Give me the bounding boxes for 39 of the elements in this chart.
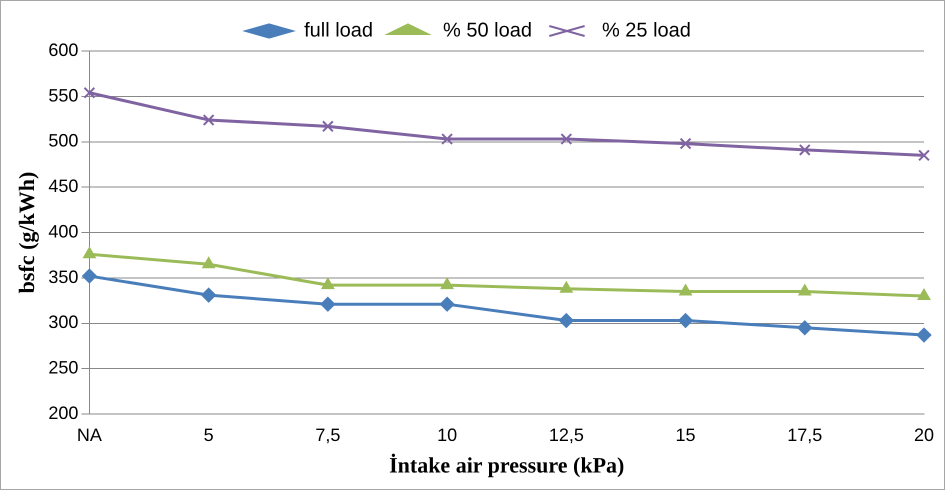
- point: [320, 296, 336, 312]
- y-tick-label: 500: [48, 130, 78, 151]
- legend-label: % 50 load: [443, 20, 532, 42]
- y-tick-label: 400: [48, 221, 78, 242]
- point: [678, 313, 694, 328]
- x-tick-label: 17,5: [787, 424, 822, 445]
- y-axis-title: bsfc (g/kWh): [14, 172, 39, 294]
- y-tick-label: 200: [48, 402, 78, 423]
- y-tick-label: 300: [48, 312, 78, 332]
- point: [917, 288, 931, 300]
- point: [322, 120, 334, 132]
- y-tick-label: 600: [48, 40, 78, 60]
- point: [83, 86, 96, 99]
- point: [797, 320, 812, 336]
- x-tick-label: 7,5: [315, 424, 340, 445]
- x-tick-label: NA: [76, 424, 102, 445]
- point: [798, 144, 811, 156]
- point: [440, 296, 455, 312]
- x-tick-label: 15: [676, 424, 696, 445]
- legend-label: % 25 load: [602, 20, 691, 42]
- x-tick-label: 12,5: [548, 424, 584, 445]
- x-tick-label: 5: [204, 424, 214, 445]
- y-tick-label: 250: [48, 358, 78, 378]
- point: [680, 138, 692, 150]
- x-axis-title: İntake air pressure (kPa): [389, 452, 624, 478]
- y-tick-label: 550: [48, 85, 78, 106]
- point: [202, 114, 215, 126]
- point: [441, 133, 454, 145]
- point: [82, 268, 97, 284]
- point: [558, 313, 574, 328]
- y-tick-label: 450: [48, 176, 78, 196]
- point: [916, 328, 932, 343]
- point: [201, 288, 216, 303]
- x-tick-label: 10: [437, 424, 458, 445]
- legend-label: full load: [304, 20, 374, 42]
- y-tick-label: 350: [48, 266, 78, 287]
- point: [918, 149, 930, 162]
- point: [560, 133, 572, 145]
- x-tick-label: 20: [914, 424, 934, 445]
